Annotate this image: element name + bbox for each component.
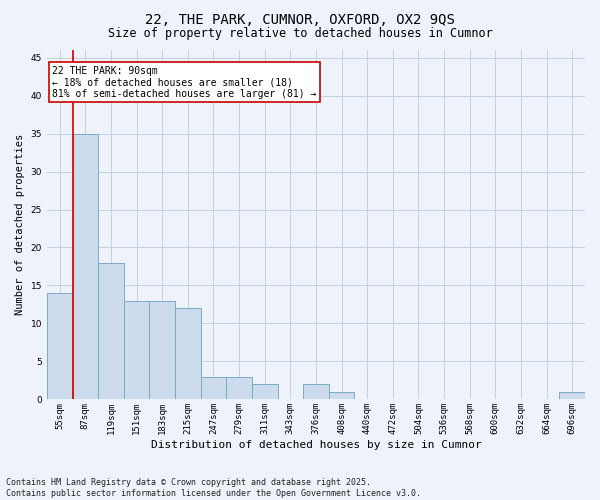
Text: 22 THE PARK: 90sqm
← 18% of detached houses are smaller (18)
81% of semi-detache: 22 THE PARK: 90sqm ← 18% of detached hou… bbox=[52, 66, 317, 99]
Bar bbox=[226, 376, 252, 400]
Bar bbox=[73, 134, 98, 400]
Text: 22, THE PARK, CUMNOR, OXFORD, OX2 9QS: 22, THE PARK, CUMNOR, OXFORD, OX2 9QS bbox=[145, 12, 455, 26]
Text: Contains HM Land Registry data © Crown copyright and database right 2025.
Contai: Contains HM Land Registry data © Crown c… bbox=[6, 478, 421, 498]
Bar bbox=[124, 300, 149, 400]
Text: Size of property relative to detached houses in Cumnor: Size of property relative to detached ho… bbox=[107, 28, 493, 40]
Bar bbox=[329, 392, 355, 400]
Bar bbox=[149, 300, 175, 400]
Bar bbox=[98, 262, 124, 400]
Bar bbox=[559, 392, 585, 400]
Bar bbox=[303, 384, 329, 400]
Y-axis label: Number of detached properties: Number of detached properties bbox=[15, 134, 25, 316]
Bar bbox=[47, 293, 73, 400]
X-axis label: Distribution of detached houses by size in Cumnor: Distribution of detached houses by size … bbox=[151, 440, 481, 450]
Bar bbox=[200, 376, 226, 400]
Bar bbox=[252, 384, 278, 400]
Bar bbox=[175, 308, 200, 400]
